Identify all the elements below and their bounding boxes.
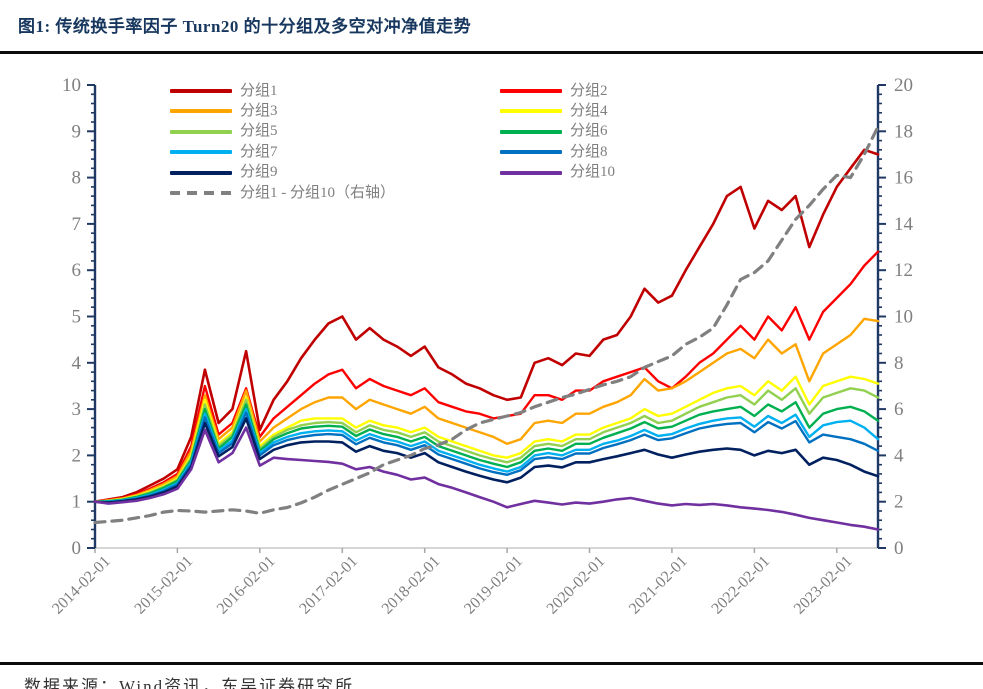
netvalue-line-chart: 2014-02-01 2015-02-01 2016-02-01 2017-02-01… — [0, 60, 983, 660]
left-axis-label: 1 — [72, 492, 82, 513]
series-line-group8 — [93, 411, 880, 504]
footer-divider — [0, 662, 983, 665]
right-axis-label: 14 — [894, 214, 914, 235]
series-line-group9 — [93, 417, 880, 504]
right-axis-label: 12 — [894, 260, 913, 281]
x-tick-label: 2015-02-01 — [131, 553, 196, 618]
left-axis-label: 4 — [72, 353, 82, 374]
x-tick-label: 2014-02-01 — [49, 553, 114, 618]
right-axis-label: 2 — [894, 492, 904, 513]
x-tick-label: 2017-02-01 — [296, 553, 361, 618]
left-axis-label: 9 — [72, 121, 82, 142]
series-line-group3 — [93, 317, 880, 503]
series-line-group1 — [93, 148, 880, 504]
left-axis-label: 7 — [72, 214, 82, 235]
series-line-group4 — [93, 375, 880, 503]
left-axis-label: 0 — [72, 538, 82, 559]
left-axis-label: 10 — [62, 75, 81, 96]
series-line-group10 — [93, 426, 880, 531]
right-axis-label: 10 — [894, 307, 913, 328]
source-note: 数据来源：Wind资讯，东吴证券研究所 — [24, 677, 355, 689]
chart-canvas: 2014-02-01 2015-02-01 2016-02-01 2017-02-01… — [49, 75, 914, 618]
title-divider — [0, 51, 983, 54]
left-axis-label: 6 — [72, 260, 82, 281]
right-axis-label: 8 — [894, 353, 904, 374]
x-tick-label: 2019-02-01 — [461, 553, 526, 618]
series-line-group5 — [93, 387, 880, 503]
x-tick-label: 2018-02-01 — [379, 553, 444, 618]
left-axis-label: 2 — [72, 445, 82, 466]
left-axis-label: 5 — [72, 307, 82, 328]
left-axis-label: 3 — [72, 399, 82, 420]
right-axis-label: 4 — [894, 445, 904, 466]
left-axis-label: 8 — [72, 168, 82, 189]
series-line-hedge — [93, 125, 880, 525]
series-line-group7 — [93, 407, 880, 503]
figure-title: 图1: 传统换手率因子 Turn20 的十分组及多空对冲净值走势 — [18, 17, 472, 36]
series-line-group2 — [93, 250, 880, 503]
x-tick-label: 2020-02-01 — [544, 553, 609, 618]
right-axis-label: 16 — [894, 168, 913, 189]
right-axis-label: 20 — [894, 75, 913, 96]
x-tick-label: 2022-02-01 — [708, 553, 773, 618]
right-axis-label: 18 — [894, 121, 913, 142]
right-axis-label: 0 — [894, 538, 904, 559]
x-tick-label: 2021-02-01 — [626, 553, 691, 618]
x-tick-label: 2016-02-01 — [214, 553, 279, 618]
series-line-group6 — [93, 401, 880, 503]
right-axis-label: 6 — [894, 399, 904, 420]
x-tick-label: 2023-02-01 — [791, 553, 856, 618]
